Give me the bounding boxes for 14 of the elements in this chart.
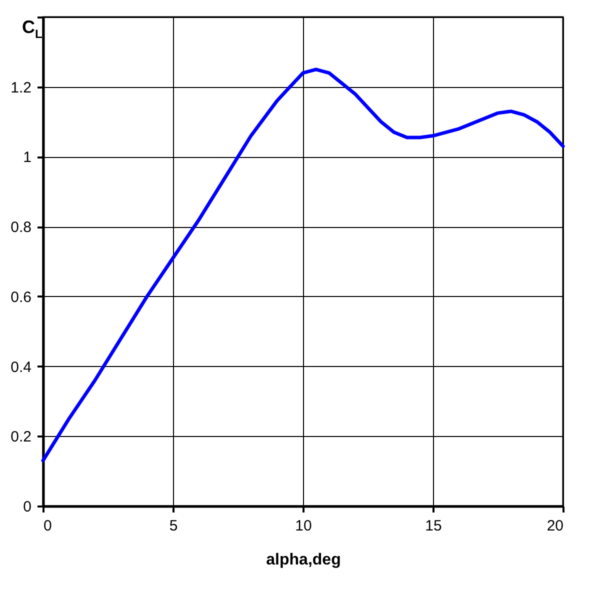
y-tick-label: 1.2: [10, 79, 32, 96]
y-tick-label: 1: [23, 149, 32, 166]
y-tick-label: 0.6: [10, 288, 32, 306]
x-axis-title: alpha,deg: [266, 552, 341, 568]
y-tick-label: 0.2: [10, 428, 32, 446]
x-tick-label: 15: [425, 518, 442, 534]
x-tick-label: 10: [295, 518, 312, 534]
y-tick-label: 0: [23, 498, 32, 516]
y-tick-label: 0.4: [10, 358, 32, 376]
y-tick-label: 0.8: [10, 219, 32, 236]
x-tick-label: 20: [546, 518, 564, 534]
x-tick-label: 0: [44, 518, 52, 534]
line-series: [41, 68, 565, 462]
x-tick-label: 5: [169, 518, 178, 534]
